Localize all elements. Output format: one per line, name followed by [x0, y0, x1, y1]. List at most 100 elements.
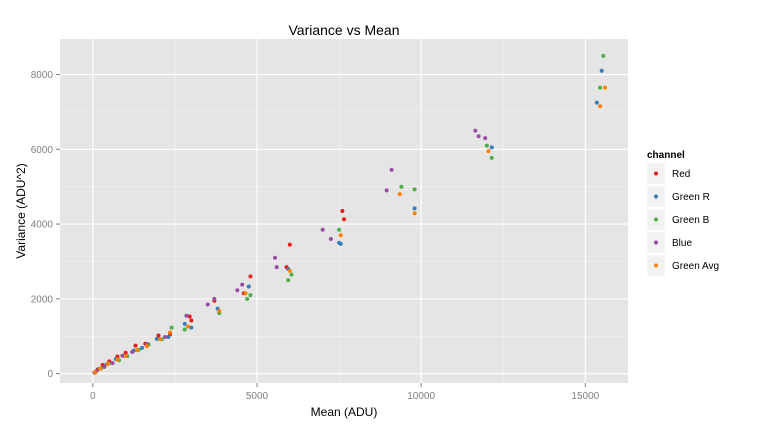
minor-gridlines: [60, 39, 628, 383]
x-tick-label: 10000: [407, 391, 435, 402]
x-tick-label: 0: [90, 391, 96, 402]
point-blue: [120, 353, 125, 358]
y-tick-label: 0: [47, 369, 53, 380]
legend-marker-blue: [654, 240, 658, 245]
legend-item-green-b: Green B: [646, 208, 710, 231]
point-red: [123, 350, 128, 355]
point-green-b: [412, 187, 417, 192]
point-green-b: [248, 293, 253, 298]
point-blue: [483, 136, 488, 141]
point-green-b: [289, 272, 294, 277]
point-red: [189, 318, 194, 323]
point-green-avg: [145, 344, 150, 349]
point-blue: [102, 364, 107, 369]
legend-label-green-avg: Green Avg: [672, 261, 719, 272]
point-green-r: [412, 206, 417, 211]
point-green-avg: [397, 192, 402, 197]
point-blue: [320, 227, 325, 232]
chart-title: Variance vs Mean: [288, 22, 399, 38]
point-green-avg: [486, 149, 491, 154]
point-blue: [184, 313, 189, 318]
legend-item-blue: Blue: [646, 231, 692, 254]
point-green-r: [246, 284, 251, 289]
series-green-avg: [93, 85, 608, 375]
legend-label-blue: Blue: [672, 238, 692, 249]
legend-marker-green-avg: [654, 263, 658, 268]
point-blue: [274, 265, 279, 270]
legend-marker-green-r: [654, 194, 658, 199]
point-green-avg: [167, 330, 172, 335]
point-green-b: [489, 155, 494, 160]
legend-item-green-r: Green R: [646, 185, 710, 208]
point-blue: [163, 335, 168, 340]
point-green-b: [286, 278, 291, 283]
point-blue: [328, 237, 333, 242]
point-green-b: [484, 143, 489, 148]
point-green-avg: [98, 366, 103, 371]
point-green-b: [169, 325, 174, 330]
y-axis-ticks: 0 2000 4000 6000 8000: [31, 70, 60, 380]
point-green-avg: [243, 291, 248, 296]
legend-item-red: Red: [646, 162, 690, 185]
x-axis-ticks: 0 5000 10000 15000: [90, 383, 600, 402]
point-green-avg: [123, 353, 128, 358]
point-green-avg: [186, 324, 191, 329]
legend: channel Red Green R Green B Blue Green Avg: [646, 150, 719, 277]
y-tick-label: 2000: [31, 294, 54, 305]
point-red: [133, 343, 138, 348]
point-green-r: [182, 321, 187, 326]
point-green-avg: [412, 211, 417, 216]
point-green-avg: [135, 348, 140, 353]
point-red: [156, 333, 161, 338]
point-green-r: [338, 241, 343, 246]
major-gridlines: [60, 39, 628, 383]
point-green-b: [399, 184, 404, 189]
point-blue: [473, 128, 478, 133]
point-green-b: [601, 53, 606, 58]
y-axis-label: Variance (ADU^2): [14, 163, 28, 258]
point-red: [342, 217, 346, 222]
point-blue: [212, 296, 217, 301]
point-green-b: [182, 327, 187, 332]
point-blue: [476, 134, 481, 139]
series-red: [92, 209, 346, 375]
point-blue: [235, 288, 240, 293]
point-blue: [273, 255, 278, 260]
point-red: [340, 209, 345, 213]
point-green-r: [154, 336, 159, 341]
point-green-b: [337, 227, 342, 232]
point-green-r: [140, 345, 145, 350]
point-green-avg: [287, 268, 292, 273]
point-blue: [130, 349, 135, 354]
point-green-avg: [158, 337, 163, 342]
data-points: [92, 53, 608, 375]
x-tick-label: 5000: [246, 391, 269, 402]
point-red: [287, 242, 292, 247]
point-green-avg: [115, 357, 120, 362]
point-blue: [110, 361, 115, 366]
legend-label-red: Red: [672, 169, 690, 180]
point-red: [187, 314, 192, 319]
y-tick-label: 4000: [31, 220, 54, 231]
legend-item-green-avg: Green Avg: [646, 254, 719, 277]
point-green-avg: [598, 104, 603, 109]
point-green-avg: [217, 308, 222, 313]
legend-label-green-r: Green R: [672, 192, 710, 203]
point-blue: [384, 188, 389, 193]
legend-marker-red: [654, 171, 658, 176]
point-red: [248, 274, 253, 279]
point-green-avg: [93, 370, 98, 375]
point-green-r: [489, 145, 494, 150]
y-tick-label: 6000: [31, 145, 54, 156]
y-tick-label: 8000: [31, 70, 54, 81]
series-blue: [94, 128, 488, 374]
x-tick-label: 15000: [571, 391, 599, 402]
legend-marker-green-b: [654, 217, 658, 222]
point-green-avg: [338, 233, 343, 238]
point-blue: [205, 302, 210, 307]
point-green-avg: [603, 85, 608, 90]
x-axis-label: Mean (ADU): [311, 405, 378, 419]
point-green-r: [166, 335, 171, 340]
